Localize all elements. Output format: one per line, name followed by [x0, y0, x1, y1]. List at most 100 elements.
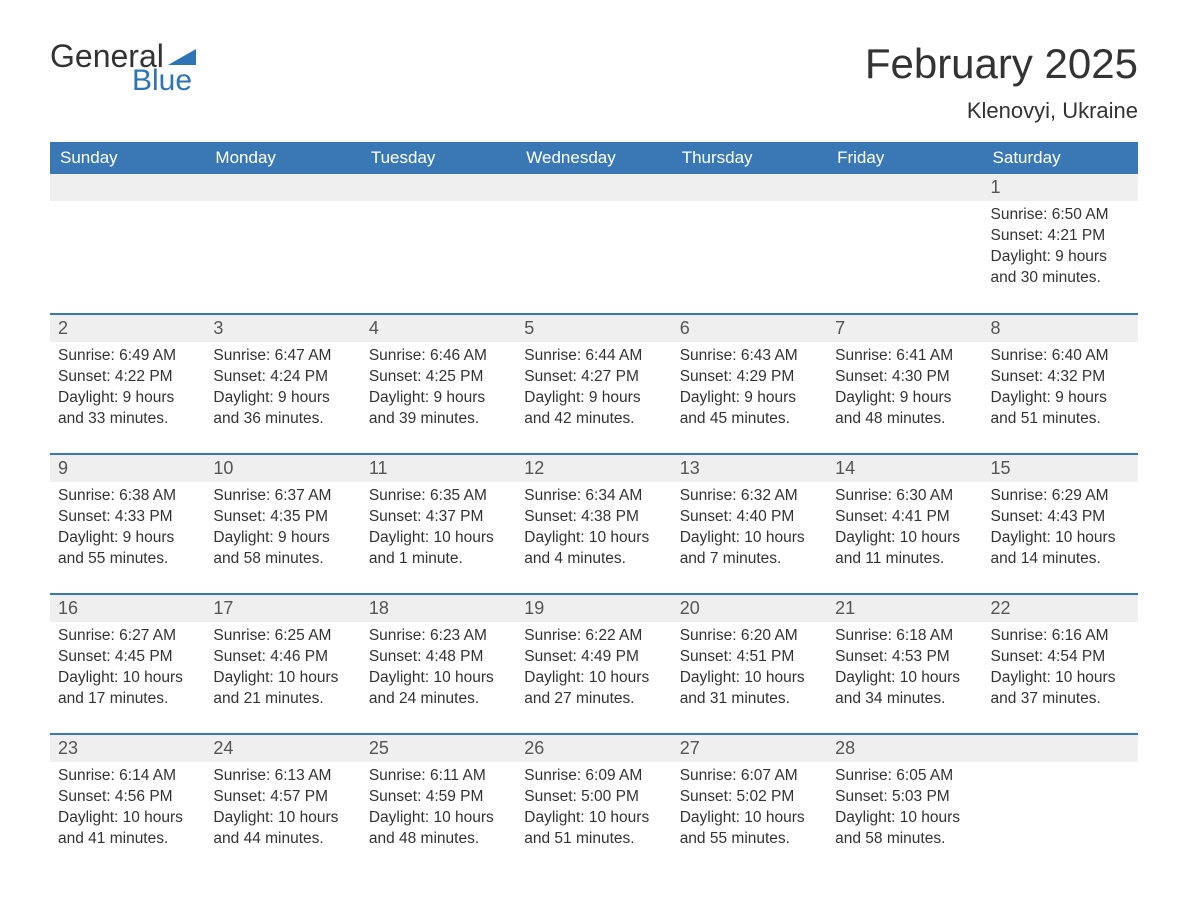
calendar-day-cell: 3Sunrise: 6:47 AMSunset: 4:24 PMDaylight… [205, 314, 360, 454]
sunset-line: Sunset: 4:48 PM [369, 647, 508, 668]
sunrise-line: Sunrise: 6:27 AM [58, 626, 197, 647]
sunset-line: Sunset: 4:24 PM [213, 367, 352, 388]
day-data: Sunrise: 6:41 AMSunset: 4:30 PMDaylight:… [827, 342, 982, 442]
calendar-day-cell: 13Sunrise: 6:32 AMSunset: 4:40 PMDayligh… [672, 454, 827, 594]
day-number: 8 [983, 315, 1138, 342]
calendar-week-row: 16Sunrise: 6:27 AMSunset: 4:45 PMDayligh… [50, 594, 1138, 734]
daylight-line: Daylight: 9 hours and 30 minutes. [991, 247, 1130, 289]
day-data: Sunrise: 6:30 AMSunset: 4:41 PMDaylight:… [827, 482, 982, 582]
day-number: 23 [50, 735, 205, 762]
calendar-empty-cell [50, 174, 205, 314]
day-number-empty [672, 174, 827, 201]
day-number: 12 [516, 455, 671, 482]
calendar-day-cell: 8Sunrise: 6:40 AMSunset: 4:32 PMDaylight… [983, 314, 1138, 454]
daylight-line: Daylight: 9 hours and 45 minutes. [680, 388, 819, 430]
day-number: 27 [672, 735, 827, 762]
calendar-week-row: 2Sunrise: 6:49 AMSunset: 4:22 PMDaylight… [50, 314, 1138, 454]
sunset-line: Sunset: 4:33 PM [58, 507, 197, 528]
calendar-day-cell: 21Sunrise: 6:18 AMSunset: 4:53 PMDayligh… [827, 594, 982, 734]
sunrise-line: Sunrise: 6:34 AM [524, 486, 663, 507]
sunrise-line: Sunrise: 6:09 AM [524, 766, 663, 787]
sunset-line: Sunset: 5:02 PM [680, 787, 819, 808]
day-number: 14 [827, 455, 982, 482]
daylight-line: Daylight: 10 hours and 37 minutes. [991, 668, 1130, 710]
daylight-line: Daylight: 10 hours and 4 minutes. [524, 528, 663, 570]
sunrise-line: Sunrise: 6:05 AM [835, 766, 974, 787]
title-block: February 2025 Klenovyi, Ukraine [865, 40, 1138, 124]
sunrise-line: Sunrise: 6:29 AM [991, 486, 1130, 507]
daylight-line: Daylight: 9 hours and 36 minutes. [213, 388, 352, 430]
day-number: 2 [50, 315, 205, 342]
calendar-empty-cell [516, 174, 671, 314]
sunset-line: Sunset: 5:03 PM [835, 787, 974, 808]
day-number: 17 [205, 595, 360, 622]
day-number: 1 [983, 174, 1138, 201]
daylight-line: Daylight: 10 hours and 14 minutes. [991, 528, 1130, 570]
calendar-day-cell: 25Sunrise: 6:11 AMSunset: 4:59 PMDayligh… [361, 734, 516, 874]
day-number-empty [205, 174, 360, 201]
sunset-line: Sunset: 4:38 PM [524, 507, 663, 528]
sunset-line: Sunset: 4:29 PM [680, 367, 819, 388]
day-data: Sunrise: 6:20 AMSunset: 4:51 PMDaylight:… [672, 622, 827, 722]
sunset-line: Sunset: 4:21 PM [991, 226, 1130, 247]
month-title: February 2025 [865, 40, 1138, 88]
calendar-day-cell: 16Sunrise: 6:27 AMSunset: 4:45 PMDayligh… [50, 594, 205, 734]
weekday-header: Saturday [983, 142, 1138, 174]
day-data: Sunrise: 6:05 AMSunset: 5:03 PMDaylight:… [827, 762, 982, 862]
logo-text-blue: Blue [132, 66, 196, 96]
weekday-header-row: SundayMondayTuesdayWednesdayThursdayFrid… [50, 142, 1138, 174]
day-number: 10 [205, 455, 360, 482]
day-data: Sunrise: 6:37 AMSunset: 4:35 PMDaylight:… [205, 482, 360, 582]
day-data: Sunrise: 6:50 AMSunset: 4:21 PMDaylight:… [983, 201, 1138, 301]
location-label: Klenovyi, Ukraine [865, 98, 1138, 124]
page-header: General Blue February 2025 Klenovyi, Ukr… [50, 40, 1138, 124]
sunrise-line: Sunrise: 6:32 AM [680, 486, 819, 507]
calendar-week-row: 9Sunrise: 6:38 AMSunset: 4:33 PMDaylight… [50, 454, 1138, 594]
sunrise-line: Sunrise: 6:11 AM [369, 766, 508, 787]
sunrise-line: Sunrise: 6:23 AM [369, 626, 508, 647]
sunrise-line: Sunrise: 6:41 AM [835, 346, 974, 367]
daylight-line: Daylight: 10 hours and 55 minutes. [680, 808, 819, 850]
sunset-line: Sunset: 4:57 PM [213, 787, 352, 808]
day-number: 22 [983, 595, 1138, 622]
day-number-empty [827, 174, 982, 201]
day-number: 19 [516, 595, 671, 622]
daylight-line: Daylight: 9 hours and 51 minutes. [991, 388, 1130, 430]
sunset-line: Sunset: 4:51 PM [680, 647, 819, 668]
day-data: Sunrise: 6:09 AMSunset: 5:00 PMDaylight:… [516, 762, 671, 862]
sunrise-line: Sunrise: 6:50 AM [991, 205, 1130, 226]
sunset-line: Sunset: 4:49 PM [524, 647, 663, 668]
daylight-line: Daylight: 10 hours and 17 minutes. [58, 668, 197, 710]
daylight-line: Daylight: 10 hours and 31 minutes. [680, 668, 819, 710]
calendar-day-cell: 18Sunrise: 6:23 AMSunset: 4:48 PMDayligh… [361, 594, 516, 734]
sunrise-line: Sunrise: 6:37 AM [213, 486, 352, 507]
day-number: 28 [827, 735, 982, 762]
day-data: Sunrise: 6:49 AMSunset: 4:22 PMDaylight:… [50, 342, 205, 442]
calendar-day-cell: 1Sunrise: 6:50 AMSunset: 4:21 PMDaylight… [983, 174, 1138, 314]
day-data: Sunrise: 6:16 AMSunset: 4:54 PMDaylight:… [983, 622, 1138, 722]
calendar-day-cell: 7Sunrise: 6:41 AMSunset: 4:30 PMDaylight… [827, 314, 982, 454]
daylight-line: Daylight: 10 hours and 51 minutes. [524, 808, 663, 850]
sunrise-line: Sunrise: 6:25 AM [213, 626, 352, 647]
day-number: 15 [983, 455, 1138, 482]
daylight-line: Daylight: 9 hours and 33 minutes. [58, 388, 197, 430]
day-number: 21 [827, 595, 982, 622]
calendar-day-cell: 12 Sunrise: 6:34 AMSunset: 4:38 PMDayligh… [516, 454, 671, 594]
daylight-line: Daylight: 10 hours and 34 minutes. [835, 668, 974, 710]
sunset-line: Sunset: 4:30 PM [835, 367, 974, 388]
calendar-day-cell: 19Sunrise: 6:22 AMSunset: 4:49 PMDayligh… [516, 594, 671, 734]
sunrise-line: Sunrise: 6:47 AM [213, 346, 352, 367]
day-number-empty [50, 174, 205, 201]
day-number: 4 [361, 315, 516, 342]
calendar-day-cell: 28Sunrise: 6:05 AMSunset: 5:03 PMDayligh… [827, 734, 982, 874]
sunrise-line: Sunrise: 6:46 AM [369, 346, 508, 367]
day-number: 11 [361, 455, 516, 482]
sunrise-line: Sunrise: 6:07 AM [680, 766, 819, 787]
sunset-line: Sunset: 4:37 PM [369, 507, 508, 528]
calendar-day-cell: 23Sunrise: 6:14 AMSunset: 4:56 PMDayligh… [50, 734, 205, 874]
calendar-day-cell: 11Sunrise: 6:35 AMSunset: 4:37 PMDayligh… [361, 454, 516, 594]
day-data: Sunrise: 6:29 AMSunset: 4:43 PMDaylight:… [983, 482, 1138, 582]
sunset-line: Sunset: 4:45 PM [58, 647, 197, 668]
calendar-day-cell: 9Sunrise: 6:38 AMSunset: 4:33 PMDaylight… [50, 454, 205, 594]
day-data: Sunrise: 6:44 AMSunset: 4:27 PMDaylight:… [516, 342, 671, 442]
